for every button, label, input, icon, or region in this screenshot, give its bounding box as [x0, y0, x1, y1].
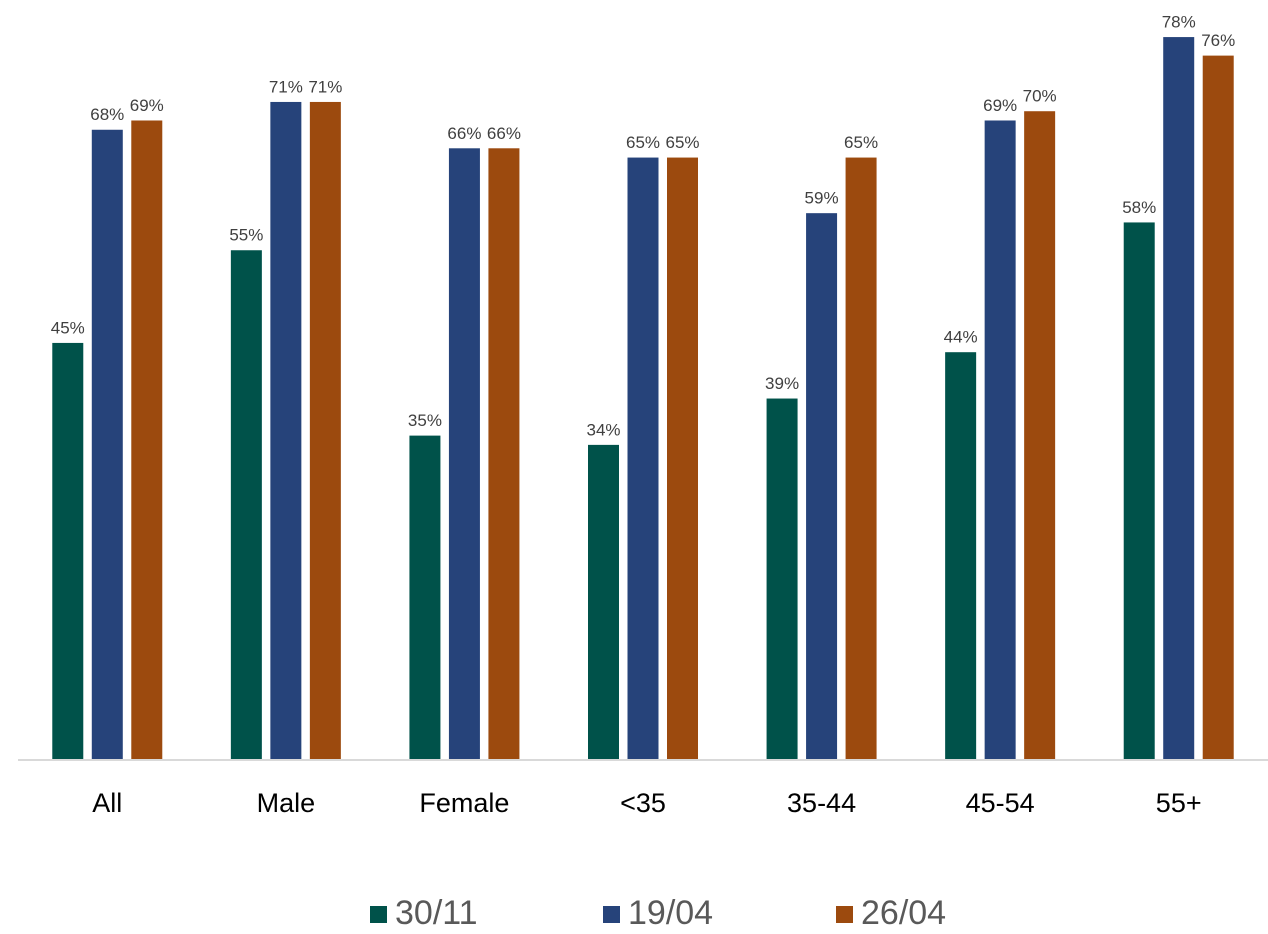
- bar: [1202, 55, 1234, 761]
- value-label: 68%: [90, 105, 124, 124]
- legend-swatch: [836, 906, 853, 923]
- value-label: 71%: [308, 77, 342, 96]
- bar: [984, 120, 1016, 761]
- legend-label: 19/04: [628, 894, 713, 932]
- x-tick-label: 35-44: [787, 788, 856, 818]
- bar: [667, 157, 698, 760]
- legend-label: 26/04: [861, 894, 946, 932]
- value-label: 44%: [944, 328, 978, 347]
- legend-swatch: [603, 906, 620, 923]
- value-label: 34%: [586, 420, 620, 439]
- value-label: 69%: [130, 96, 164, 115]
- x-tick-label: 45-54: [966, 788, 1035, 818]
- value-label: 58%: [1122, 198, 1156, 217]
- bar: [845, 157, 877, 760]
- bar: [488, 148, 520, 761]
- bar: [1123, 222, 1155, 760]
- bar: [1024, 111, 1056, 761]
- legend-swatch: [370, 906, 387, 923]
- bar: [309, 101, 341, 760]
- bar: [1163, 37, 1195, 760]
- value-label: 55%: [229, 226, 263, 245]
- bar: [270, 101, 302, 760]
- value-label: 65%: [844, 133, 878, 152]
- bar: [52, 342, 84, 760]
- value-label: 65%: [665, 133, 699, 152]
- value-label: 66%: [487, 124, 521, 143]
- bar: [131, 120, 163, 761]
- legend-label: 30/11: [395, 894, 478, 932]
- value-label: 45%: [51, 318, 85, 337]
- x-tick-label: <35: [620, 788, 666, 818]
- bar: [588, 444, 619, 760]
- value-label: 71%: [269, 77, 303, 96]
- x-tick-label: All: [92, 788, 122, 818]
- value-label: 78%: [1162, 13, 1196, 32]
- bar: [806, 213, 838, 761]
- bar: [230, 250, 262, 760]
- value-label: 70%: [1023, 87, 1057, 106]
- value-label: 39%: [765, 374, 799, 393]
- bar: [448, 148, 480, 761]
- x-tick-label: Female: [419, 788, 509, 818]
- x-tick-label: 55+: [1156, 788, 1202, 818]
- bar: [945, 352, 977, 760]
- x-tick-label: Male: [257, 788, 316, 818]
- bar: [766, 398, 798, 760]
- value-label: 76%: [1201, 31, 1235, 50]
- bar: [91, 129, 123, 760]
- value-label: 65%: [626, 133, 660, 152]
- value-label: 69%: [983, 96, 1017, 115]
- value-label: 66%: [447, 124, 481, 143]
- bar: [627, 157, 659, 760]
- bar: [409, 435, 441, 760]
- value-label: 59%: [805, 189, 839, 208]
- value-label: 35%: [408, 411, 442, 430]
